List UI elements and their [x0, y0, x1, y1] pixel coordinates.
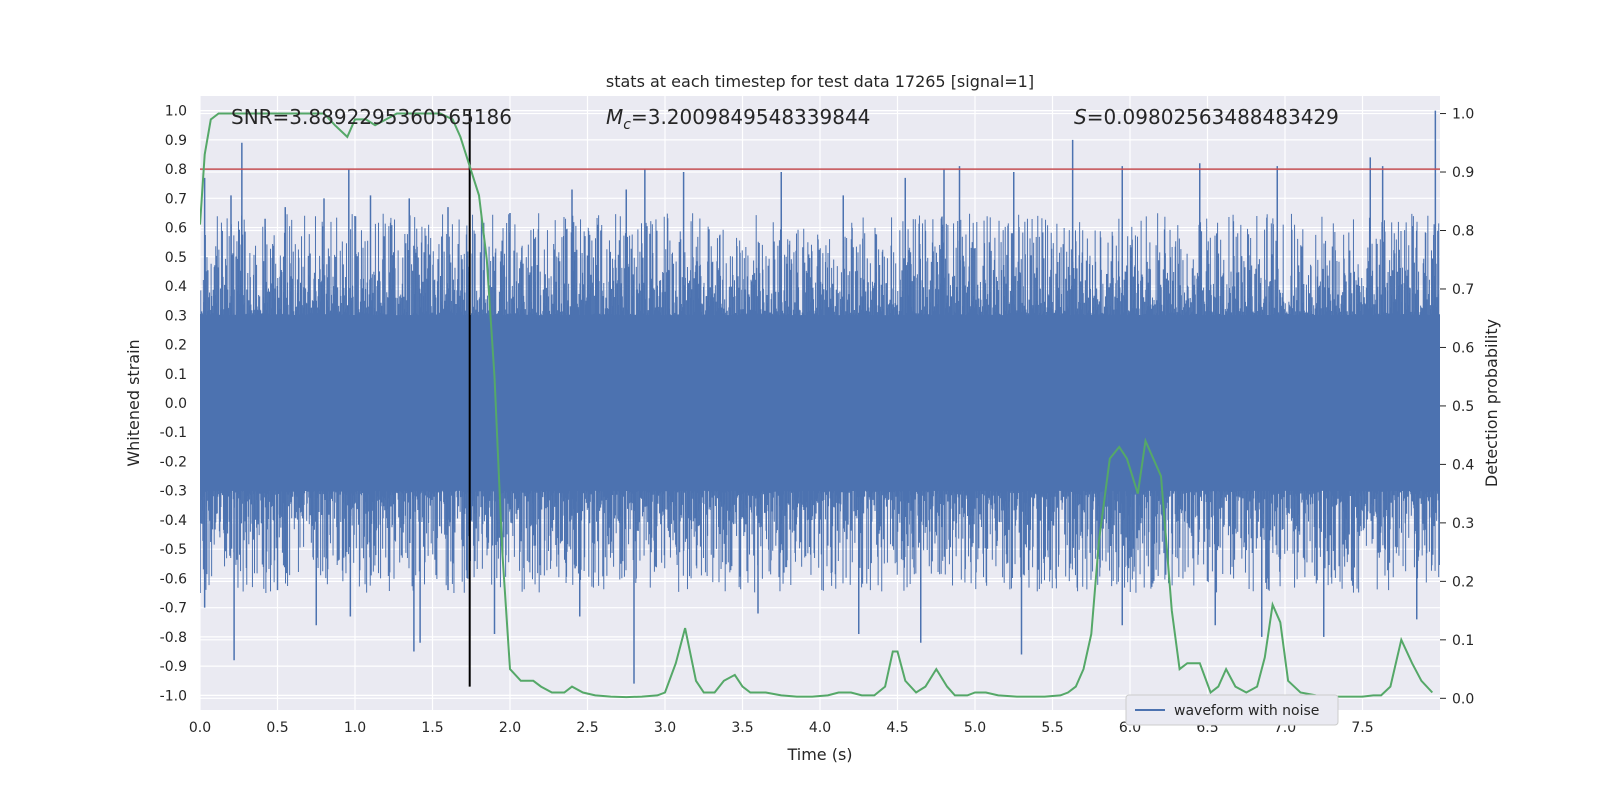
x-tick-label: 4.0	[809, 720, 831, 736]
y-tick-label: -0.5	[160, 542, 187, 558]
y-tick-label: -0.9	[160, 659, 187, 675]
x-tick-label: 3.0	[654, 720, 676, 736]
y-tick-label: -0.1	[160, 425, 187, 441]
y2-tick-label: 1.0	[1452, 107, 1474, 123]
y-tick-label: 0.8	[165, 162, 187, 178]
y-tick-label: -0.2	[160, 454, 187, 470]
y2-axis-label: Detection probability	[1482, 319, 1501, 487]
y-tick-label: -0.3	[160, 484, 187, 500]
legend: waveform with noise	[1125, 694, 1339, 726]
x-tick-label: 0.5	[266, 720, 288, 736]
legend-label: waveform with noise	[1174, 703, 1319, 719]
y-tick-label: -0.6	[160, 571, 187, 587]
x-tick-label: 7.5	[1351, 720, 1373, 736]
y2-tick-label: 0.8	[1452, 223, 1474, 239]
y-tick-label: 0.0	[165, 396, 187, 412]
waveform-dense-core	[200, 315, 1440, 491]
y2-tick-label: 0.2	[1452, 574, 1474, 590]
x-tick-label: 3.5	[731, 720, 753, 736]
x-axis-ticks: 0.0 0.5 1.0 1.5 2.0 2.5 3.0 3.5 4.0 4.5 5.0 5.5 6.0 6…	[189, 720, 1374, 736]
y-tick-label: -0.8	[160, 630, 187, 646]
s-statistic-symbol: S	[1074, 105, 1087, 129]
y-tick-label: 1.0	[165, 104, 187, 120]
x-tick-label: 5.5	[1041, 720, 1063, 736]
y-tick-label: 0.9	[165, 133, 187, 149]
y-tick-label: -0.7	[160, 601, 187, 617]
waveform-series	[200, 110, 1440, 684]
y2-tick-label: 0.0	[1452, 691, 1474, 707]
y-tick-label: 0.1	[165, 367, 187, 383]
y2-tick-label: 0.9	[1452, 165, 1474, 181]
y2-tick-label: 0.3	[1452, 516, 1474, 532]
y-axis-ticks: 1.0 0.9 0.8 0.7 0.6 0.5 0.4 0.3 0.2 0.1 0.0 -0.1 -0.…	[160, 104, 187, 705]
y2-tick-label: 0.7	[1452, 282, 1474, 298]
detection-probability-line	[200, 112, 1434, 699]
y-tick-label: 0.4	[165, 279, 187, 295]
x-tick-label: 1.0	[344, 720, 366, 736]
legend-box	[1125, 694, 1339, 726]
y2-tick-label: 0.6	[1452, 340, 1474, 356]
y2-axis-ticks: 1.0 0.9 0.8 0.7 0.6 0.5 0.4 0.3 0.2 0.1 0.0	[1440, 107, 1474, 707]
y2-tick-label: 0.1	[1452, 633, 1474, 649]
s-statistic-value: =0.09802563488483429	[1087, 105, 1339, 129]
x-tick-label: 1.5	[421, 720, 443, 736]
y-tick-label: 0.3	[165, 308, 187, 324]
chirp-mass-annotation: Mc=3.2009849548339844	[606, 105, 870, 133]
chart-title: stats at each timestep for test data 172…	[606, 72, 1034, 91]
y-tick-label: 0.6	[165, 221, 187, 237]
y-tick-label: 0.7	[165, 191, 187, 207]
s-statistic-annotation: S=0.09802563488483429	[1074, 105, 1339, 129]
x-tick-label: 2.5	[576, 720, 598, 736]
y-tick-label: 0.5	[165, 250, 187, 266]
y-tick-label: -1.0	[160, 688, 187, 704]
x-tick-label: 2.0	[499, 720, 521, 736]
y2-tick-label: 0.5	[1452, 399, 1474, 415]
y2-tick-label: 0.4	[1452, 457, 1474, 473]
chirp-mass-subscript: c	[623, 117, 631, 133]
chirp-mass-value: =3.2009849548339844	[631, 105, 870, 129]
y-axis-label: Whitened strain	[124, 339, 143, 466]
chirp-mass-symbol: M	[606, 105, 623, 129]
x-tick-label: 0.0	[189, 720, 211, 736]
x-axis-label: Time (s)	[786, 745, 852, 764]
x-tick-label: 5.0	[964, 720, 986, 736]
x-tick-label: 4.5	[886, 720, 908, 736]
y-tick-label: 0.2	[165, 338, 187, 354]
y-tick-label: -0.4	[160, 513, 187, 529]
snr-annotation: SNR=3.8892295360565186	[231, 105, 512, 129]
